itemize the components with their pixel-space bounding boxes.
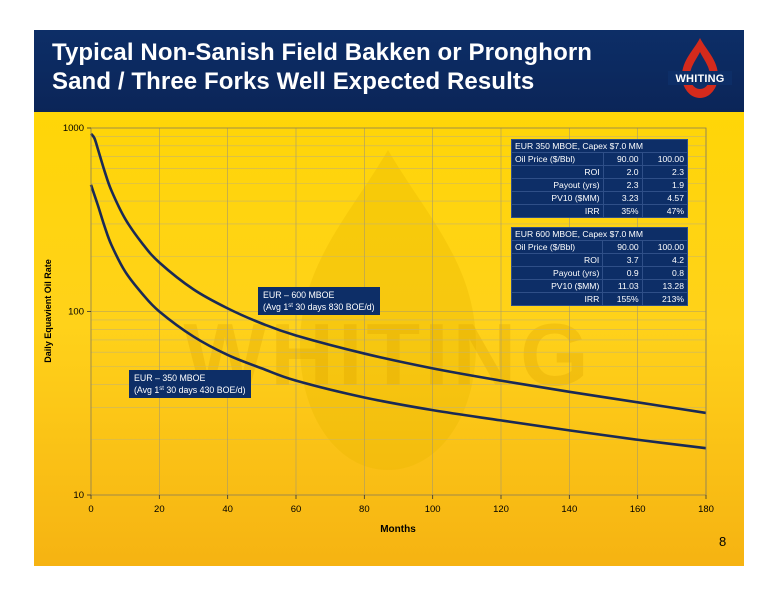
table-cell: 155% (602, 292, 643, 306)
table-cell: 47% (641, 204, 689, 218)
table-cell: 0.8 (641, 266, 689, 280)
whiting-logo: WHITING (664, 36, 736, 108)
y-tick-label: 1000 (63, 123, 84, 134)
table-row-label: Payout (yrs) (511, 178, 604, 192)
x-tick-label: 100 (425, 504, 441, 515)
table-row-label: PV10 ($MM) (510, 279, 604, 293)
table-cell: 4.57 (641, 191, 689, 205)
series-curves (89, 132, 707, 450)
economics-table-350: EUR 350 MBOE, Capex $7.0 MM Oil Price ($… (511, 139, 689, 218)
table-row-label: ROI (511, 165, 604, 179)
table-title: EUR 350 MBOE, Capex $7.0 MM (511, 139, 688, 153)
logo-text: WHITING (675, 73, 725, 85)
table-cell: 4.2 (641, 253, 689, 267)
table-header-label: Oil Price ($/Bbl) (511, 152, 604, 166)
x-tick-label: 180 (698, 504, 714, 515)
table-row-label: Payout (yrs) (510, 266, 604, 280)
watermark-text: WHITING (183, 305, 592, 404)
table-cell: 35% (602, 204, 643, 218)
callout-eur-350-line1: EUR – 350 MBOE (134, 373, 206, 383)
series-line-eur-600 (89, 132, 707, 415)
table-header-label: Oil Price ($/Bbl) (510, 240, 604, 254)
callout-eur-600-line1: EUR – 600 MBOE (263, 290, 335, 300)
x-tick-label: 40 (222, 504, 233, 515)
table-cell: 11.03 (602, 279, 643, 293)
table-cell: 0.9 (602, 266, 643, 280)
table-row-label: IRR (510, 292, 604, 306)
x-tick-label: 120 (493, 504, 509, 515)
x-tick-label: 0 (88, 504, 93, 515)
slide-title-line2: Sand / Three Forks Well Expected Results (52, 68, 535, 95)
x-axis-label: Months (380, 524, 416, 535)
table-header-price: 100.00 (641, 152, 689, 166)
table-title: EUR 600 MBOE, Capex $7.0 MM (511, 227, 688, 241)
table-header-price: 90.00 (602, 240, 643, 254)
callout-eur-350-line2: (Avg 1st 30 days 430 BOE/d) (134, 385, 246, 395)
callout-eur-350: EUR – 350 MBOE (Avg 1st 30 days 430 BOE/… (129, 370, 251, 398)
callout-eur-600: EUR – 600 MBOE (Avg 1st 30 days 830 BOE/… (258, 287, 380, 315)
watermark: WHITING (183, 150, 592, 470)
table-header-price: 90.00 (602, 152, 643, 166)
table-header-price: 100.00 (641, 240, 689, 254)
y-tick-label: 100 (68, 307, 84, 318)
x-tick-label: 80 (359, 504, 370, 515)
watermark-drop-icon (300, 150, 476, 470)
x-tick-label: 140 (561, 504, 577, 515)
page-number: 8 (719, 534, 727, 549)
callout-eur-600-line2: (Avg 1st 30 days 830 BOE/d) (263, 302, 375, 312)
table-cell: 2.3 (602, 178, 643, 192)
table-row-label: ROI (510, 253, 604, 267)
table-cell: 3.23 (602, 191, 643, 205)
table-row-label: IRR (511, 204, 604, 218)
table-cell: 13.28 (641, 279, 689, 293)
table-cell: 2.3 (641, 165, 689, 179)
table-row-label: PV10 ($MM) (511, 191, 604, 205)
oil-drop-icon (668, 38, 732, 98)
table-cell: 213% (641, 292, 689, 306)
axes: 0 20 40 60 80 100 120 140 160 180 10 100 1000 (63, 123, 714, 515)
title-banner: Typical Non-Sanish Field Bakken or Prong… (34, 30, 744, 112)
x-tick-label: 60 (291, 504, 302, 515)
table-cell: 1.9 (641, 178, 689, 192)
table-cell: 2.0 (602, 165, 643, 179)
grid-lines (91, 128, 707, 495)
economics-table-600: EUR 600 MBOE, Capex $7.0 MM Oil Price ($… (510, 227, 689, 306)
slide-title-line1: Typical Non-Sanish Field Bakken or Prong… (52, 39, 593, 66)
table-cell: 3.7 (602, 253, 643, 267)
series-line-eur-350 (89, 184, 707, 450)
x-tick-label: 160 (630, 504, 646, 515)
y-axis-label: Daily Equavient Oil Rate (43, 259, 53, 363)
y-tick-label: 10 (73, 490, 84, 501)
x-tick-label: 20 (154, 504, 165, 515)
